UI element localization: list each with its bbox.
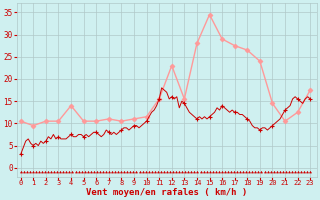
X-axis label: Vent moyen/en rafales ( km/h ): Vent moyen/en rafales ( km/h ): [86, 188, 247, 197]
